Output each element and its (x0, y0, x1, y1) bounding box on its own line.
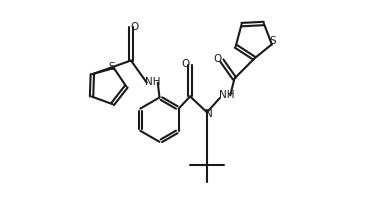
Text: S: S (269, 36, 276, 46)
Text: O: O (130, 22, 139, 32)
Text: NH: NH (219, 90, 234, 100)
Text: O: O (182, 59, 190, 69)
Text: S: S (108, 62, 115, 72)
Text: NH: NH (146, 77, 161, 87)
Text: O: O (213, 54, 221, 64)
Text: N: N (205, 109, 212, 119)
